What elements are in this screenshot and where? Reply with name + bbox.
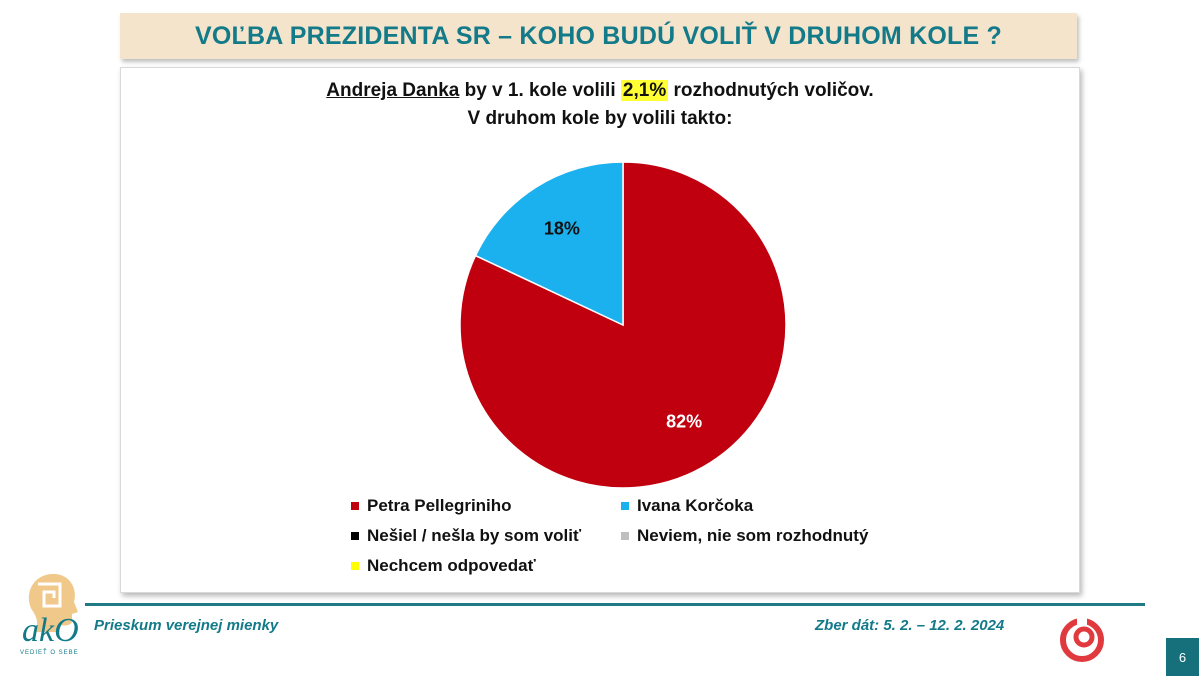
legend-swatch-1 <box>621 502 629 510</box>
pie-slice-label-1: 18% <box>544 219 580 239</box>
legend-item-3: Neviem, nie som rozhodnutý <box>621 526 868 546</box>
logo-wordmark: akO <box>22 612 79 649</box>
ako-logo-icon <box>28 573 78 632</box>
subtitle-text-b: rozhodnutých voličov. <box>668 80 874 101</box>
pie-slice-label-0: 82% <box>666 411 702 431</box>
footer-divider <box>85 603 1145 606</box>
legend-item-0: Petra Pellegriniho <box>351 496 512 516</box>
legend-label-0: Petra Pellegriniho <box>367 496 512 515</box>
page-title-text: VOĽBA PREZIDENTA SR – KOHO BUDÚ VOLIŤ V … <box>195 21 1002 50</box>
logo-tagline: VEDIEŤ O SEBE <box>20 650 79 656</box>
legend-label-1: Ivana Korčoka <box>637 496 754 515</box>
subtitle-text-a: by v 1. kole volili <box>459 80 621 101</box>
footer-survey-label: Prieskum verejnej mienky <box>94 617 279 634</box>
footer-date-range: Zber dát: 5. 2. – 12. 2. 2024 <box>815 617 1005 634</box>
chart-panel: Andreja Danka by v 1. kole volili 2,1% r… <box>120 67 1080 593</box>
legend-label-4: Nechcem odpovedať <box>367 556 536 575</box>
page-title: VOĽBA PREZIDENTA SR – KOHO BUDÚ VOLIŤ V … <box>120 13 1077 59</box>
legend-label-3: Neviem, nie som rozhodnutý <box>637 526 869 545</box>
pie-slice-1 <box>474 161 624 327</box>
chart-subtitle-line1: Andreja Danka by v 1. kole volili 2,1% r… <box>121 80 1079 102</box>
pie-chart: 82% 18% <box>459 161 787 489</box>
legend-swatch-0 <box>351 502 359 510</box>
legend-swatch-4 <box>351 562 359 570</box>
legend-item-4: Nechcem odpovedať <box>351 556 536 576</box>
legend-label-2: Nešiel / nešla by som voliť <box>367 526 582 545</box>
candidate-name: Andreja Danka <box>326 80 460 101</box>
page-number: 6 <box>1166 638 1199 676</box>
highlight-percent: 2,1% <box>620 80 669 101</box>
legend-swatch-3 <box>621 532 629 540</box>
legend-item-1: Ivana Korčoka <box>621 496 753 516</box>
chart-subtitle-line2: V druhom kole by volili takto: <box>467 108 733 129</box>
swirl-logo-icon <box>1060 617 1104 662</box>
legend-item-2: Nešiel / nešla by som voliť <box>351 526 581 546</box>
legend-swatch-2 <box>351 532 359 540</box>
